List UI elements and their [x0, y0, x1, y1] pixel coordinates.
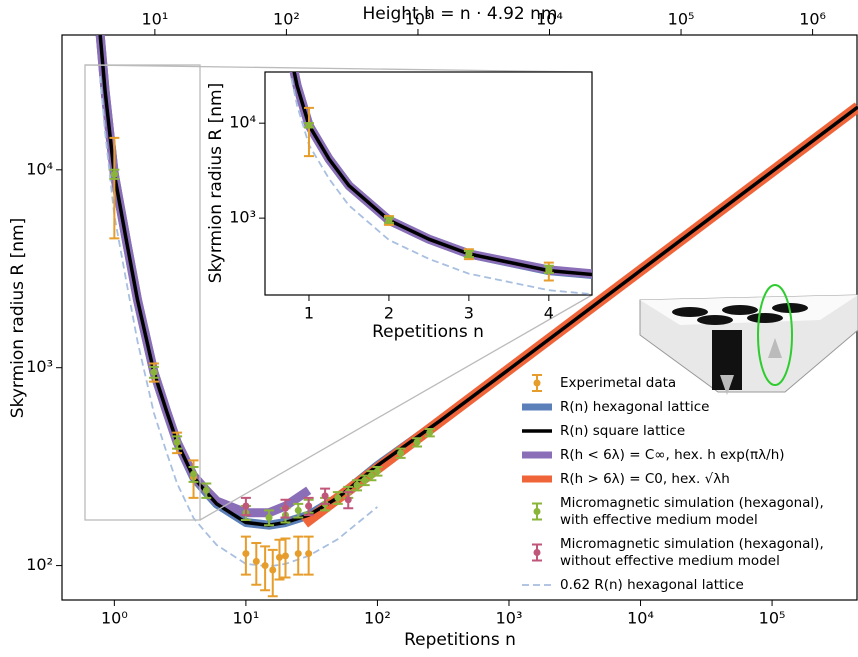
data-point: [426, 429, 434, 437]
x2-tick-label: 10³: [405, 10, 432, 29]
x2-axis-label: Height h = n · 4.92 nm: [362, 4, 557, 24]
legend-swatch: [533, 508, 541, 515]
x2-tick-label: 10⁵: [668, 10, 695, 29]
data-point: [252, 557, 260, 565]
data-point: [275, 553, 283, 561]
y-tick-label: 10³: [229, 208, 256, 227]
inset-frame: [264, 71, 593, 296]
x2-tick-label: 10²: [273, 10, 300, 29]
x-tick-label: 10⁰: [101, 609, 128, 628]
data-point: [242, 550, 250, 558]
data-point: [373, 467, 381, 475]
skyrmion-illustration: [639, 284, 858, 395]
y-axis-label: Skyrmion radius R [nm]: [8, 218, 28, 418]
y-tick-label: 10²: [26, 555, 53, 574]
x-tick-label: 10²: [364, 609, 391, 628]
legend-label: Micromagnetic simulation (hexagonal), wit…: [560, 536, 824, 569]
x-tick-label: 10³: [496, 609, 523, 628]
legend-swatch: [533, 549, 541, 556]
y-tick-label: 10⁴: [229, 113, 256, 132]
x-tick-label: 2: [384, 304, 394, 323]
error-bar: [109, 136, 120, 240]
data-point: [281, 552, 289, 560]
x-tick-label: 1: [304, 304, 314, 323]
y-tick-label: 10⁴: [26, 159, 53, 178]
x-tick-label: 3: [464, 304, 474, 323]
data-point: [413, 438, 421, 446]
data-point: [294, 506, 302, 514]
data-point: [361, 476, 369, 484]
x-tick-label: 4: [544, 304, 554, 323]
legend-swatch: [533, 379, 541, 387]
main-plot: [95, 35, 858, 598]
data-point: [265, 513, 273, 521]
inset-plot: [291, 72, 592, 295]
data-point: [344, 496, 352, 504]
x2-tick-label: 10¹: [141, 10, 168, 29]
series-line: [99, 76, 378, 568]
legend-label: R(n) hexagonal lattice: [560, 399, 709, 415]
data-point: [202, 486, 210, 494]
data-point: [110, 170, 118, 178]
data-point: [305, 550, 313, 558]
x2-tick-label: 10⁴: [536, 10, 563, 29]
data-point: [173, 438, 181, 446]
data-point: [397, 449, 405, 457]
zoom-indicator: [84, 64, 593, 521]
data-point: [281, 504, 289, 512]
data-point: [353, 481, 361, 489]
data-point: [190, 470, 198, 478]
data-point: [305, 121, 313, 129]
x2-tick-label: 10⁶: [799, 10, 826, 29]
legend-label: R(n) square lattice: [560, 423, 685, 439]
series-line: [98, 35, 858, 527]
data-point: [261, 562, 269, 570]
data-point: [305, 502, 313, 510]
legend-label: 0.62 R(n) hexagonal lattice: [560, 577, 744, 593]
axes: 10⁰ 10¹ 10² 10³ 10⁴ 10⁵ 10² 10³ 10⁴ 1 2 3 4 10³ 10⁴ 10¹…: [26, 10, 826, 628]
legend-label: R(h > 6λ) = C0, hex. √λh: [560, 471, 730, 487]
legend: Experimetal data R(n) hexagonal lattice R(…: [522, 374, 824, 593]
x-tick-label: 10⁴: [627, 609, 654, 628]
data-point: [385, 216, 393, 224]
legend-label: Micromagnetic simulation (hexagonal), wit…: [560, 495, 824, 528]
data-point: [465, 250, 473, 258]
legend-label: Experimetal data: [560, 375, 676, 391]
data-point: [334, 494, 342, 502]
x-axis-label: Repetitions n: [404, 630, 516, 650]
inset-y-axis-label: Skyrmion radius R [nm]: [206, 83, 226, 283]
data-point: [545, 265, 553, 273]
data-point: [150, 368, 158, 376]
data-point: [269, 566, 277, 574]
error-bar: [303, 106, 314, 158]
data-point: [367, 472, 375, 480]
y-tick-label: 10³: [26, 357, 53, 376]
x-tick-label: 10¹: [233, 609, 260, 628]
inset-x-axis-label: Repetitions n: [372, 322, 484, 342]
data-point: [242, 502, 250, 510]
legend-label: R(h < 6λ) = C∞, hex. h exp(πλ/h): [560, 447, 785, 463]
x-tick-label: 10⁵: [759, 609, 786, 628]
data-point: [321, 492, 329, 500]
data-point: [294, 550, 302, 558]
